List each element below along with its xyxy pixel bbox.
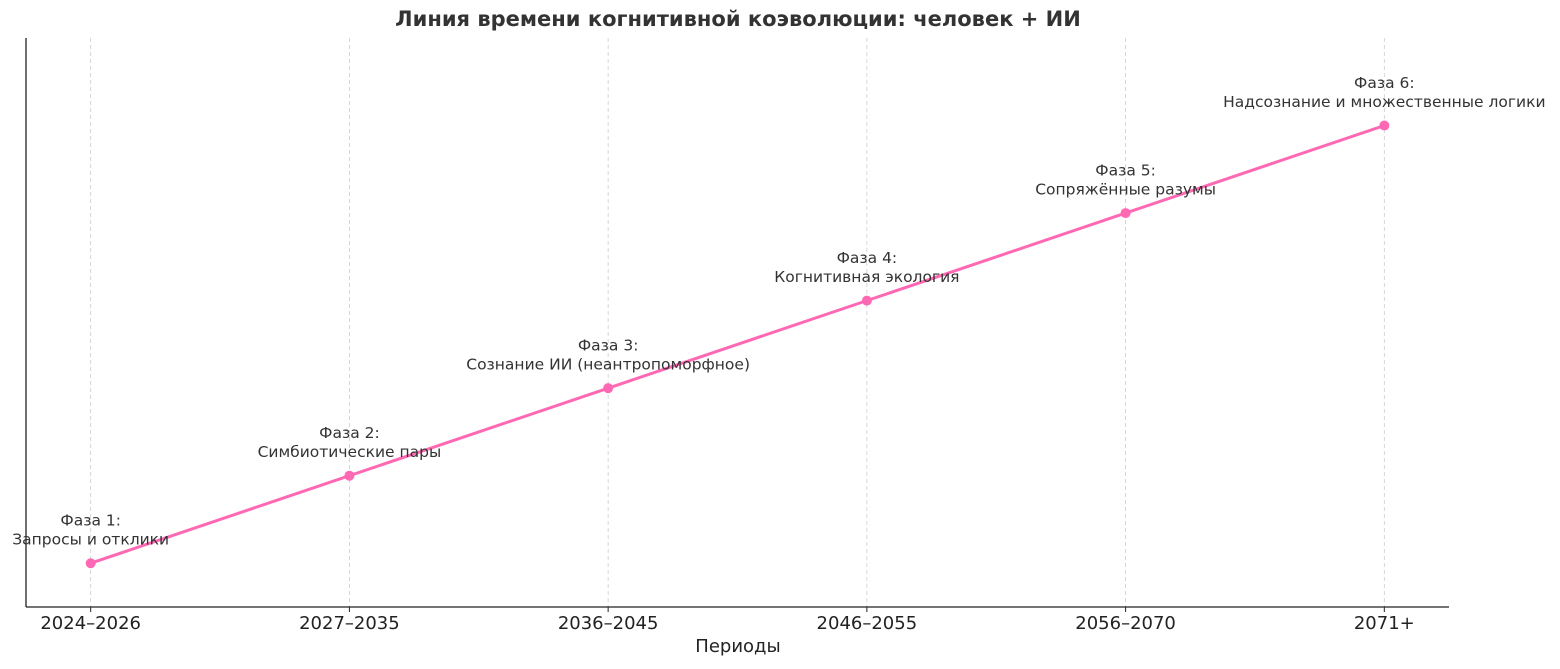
x-tick-label: 2071+ — [1354, 613, 1415, 634]
annotation: Фаза 4: — [837, 249, 898, 267]
data-point — [603, 383, 614, 394]
annotation: Фаза 6: — [1354, 74, 1415, 92]
x-tick-label: 2024–2026 — [40, 613, 141, 634]
x-tick-label: 2046–2055 — [817, 613, 918, 634]
annotation: Запросы и отклики — [12, 531, 169, 549]
data-point — [344, 470, 355, 481]
data-point — [85, 558, 96, 569]
annotation: Сопряжённые разумы — [1035, 181, 1216, 199]
annotation: Фаза 2: — [319, 424, 380, 442]
annotation: Сознание ИИ (неантропоморфное) — [466, 356, 750, 374]
annotation: Фаза 5: — [1095, 162, 1156, 180]
x-tick-label: 2036–2045 — [558, 613, 659, 634]
annotation: Надсознание и множественные логики — [1223, 93, 1545, 111]
annotation: Когнитивная экология — [774, 268, 959, 286]
data-point — [861, 295, 872, 306]
data-point — [1379, 120, 1390, 131]
x-tick-label: 2056–2070 — [1075, 613, 1176, 634]
annotation: Фаза 3: — [578, 337, 639, 355]
data-point — [1120, 208, 1131, 219]
x-tick-label: 2027–2035 — [299, 613, 400, 634]
annotation: Симбиотические пары — [258, 443, 442, 461]
annotation: Фаза 1: — [60, 512, 121, 530]
data-line — [90, 124, 1385, 565]
chart-title: Линия времени когнитивной коэволюции: че… — [395, 7, 1081, 31]
x-axis-label: Периоды — [695, 636, 780, 657]
